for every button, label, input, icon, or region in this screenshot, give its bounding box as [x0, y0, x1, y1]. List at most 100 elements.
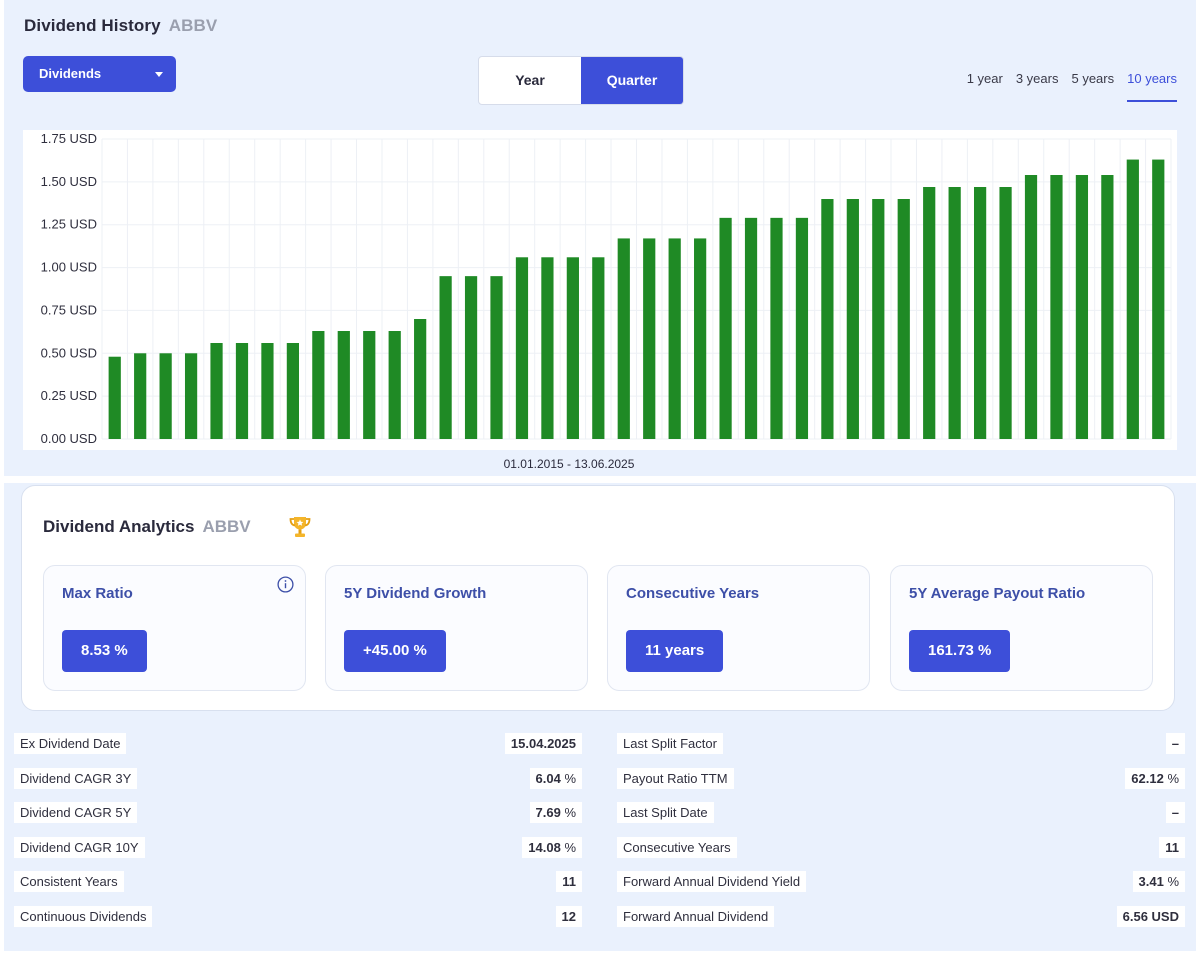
dropdown-label: Dividends: [39, 66, 102, 81]
range-3-years[interactable]: 3 years: [1015, 71, 1059, 86]
range-1-year[interactable]: 1 year: [966, 71, 1003, 86]
metric-card-5y-dividend-growth: 5Y Dividend Growth +45.00 %: [325, 565, 588, 691]
dividend-bar[interactable]: [719, 217, 732, 439]
dividend-bar[interactable]: [744, 217, 758, 439]
dividend-analytics-panel: Dividend Analytics ABBV Max Ratio 8.53 % …: [4, 483, 1196, 951]
dividend-bar[interactable]: [643, 238, 656, 439]
dividend-chart: 0.00 USD 0.25 USD 0.50 USD 0.75 USD 1.00 USD…: [23, 130, 1177, 450]
analytics-card: Dividend Analytics ABBV Max Ratio 8.53 % …: [21, 485, 1175, 711]
dividend-bar[interactable]: [1075, 175, 1089, 439]
stat-value: 15.04.2025: [504, 733, 582, 754]
stat-label: Consecutive Years: [617, 837, 737, 858]
metric-value: +45.00 %: [344, 630, 446, 672]
metric-value: 11 years: [626, 630, 724, 672]
dividend-bar[interactable]: [617, 238, 630, 439]
toggle-year[interactable]: Year: [515, 72, 545, 88]
dividend-bar[interactable]: [821, 199, 834, 439]
analytics-ticker: ABBV: [202, 517, 251, 536]
y-tick-label: 0.00 USD: [41, 431, 97, 446]
y-tick-label: 1.50 USD: [41, 174, 97, 189]
stat-value: 6.04 %: [529, 768, 582, 789]
stat-value: –: [1165, 802, 1185, 823]
dividend-bar[interactable]: [541, 257, 554, 439]
dividend-history-panel: Dividend History ABBV Dividends Year Quar…: [4, 0, 1196, 476]
dividend-bar[interactable]: [795, 217, 809, 439]
dividend-bar[interactable]: [363, 331, 376, 439]
stat-value: 7.69 %: [529, 802, 582, 823]
metric-label: Consecutive Years: [626, 585, 760, 602]
dividend-bar[interactable]: [515, 257, 529, 439]
stat-value: 6.56 USD: [1116, 906, 1185, 927]
stat-row: Dividend CAGR 5Y 7.69 %: [14, 802, 582, 824]
y-tick-label: 1.75 USD: [41, 131, 97, 146]
stat-label: Ex Dividend Date: [14, 733, 127, 754]
dividend-bar[interactable]: [846, 199, 859, 439]
analytics-title-text: Dividend Analytics: [43, 517, 195, 536]
dividend-bar[interactable]: [897, 199, 910, 439]
dividend-bar[interactable]: [694, 238, 707, 439]
stat-value: 11: [1159, 837, 1185, 858]
history-ticker: ABBV: [168, 16, 218, 35]
dividend-bar[interactable]: [108, 356, 121, 439]
dividend-bar[interactable]: [210, 343, 223, 439]
y-tick-label: 0.25 USD: [41, 388, 97, 403]
dividend-bar[interactable]: [286, 343, 300, 439]
dividend-bar[interactable]: [312, 331, 325, 439]
stat-value: 62.12 %: [1125, 768, 1185, 789]
history-title: Dividend History: [24, 16, 161, 35]
dividend-bar[interactable]: [159, 353, 172, 439]
stat-row: Forward Annual Dividend 6.56 USD: [617, 906, 1185, 928]
y-tick-label: 0.75 USD: [41, 302, 97, 317]
dividend-bar[interactable]: [1152, 159, 1165, 440]
stat-row: Continuous Dividends 12: [14, 906, 582, 928]
metric-value: 161.73 %: [909, 630, 1011, 672]
stat-value: 3.41 %: [1132, 871, 1185, 892]
toggle-quarter[interactable]: Quarter: [581, 57, 683, 104]
dividend-bar[interactable]: [973, 187, 987, 439]
dividend-bar[interactable]: [490, 276, 503, 439]
stat-row: Consecutive Years 11: [617, 837, 1185, 859]
range-5-years[interactable]: 5 years: [1071, 71, 1115, 86]
dividend-bar[interactable]: [566, 257, 579, 439]
stat-row: Consistent Years 11: [14, 871, 582, 893]
metric-card-consecutive-years: Consecutive Years 11 years: [607, 565, 870, 691]
dividend-bar[interactable]: [261, 343, 274, 439]
stat-row: Last Split Factor –: [617, 733, 1185, 755]
dividend-bar[interactable]: [464, 276, 478, 439]
dividend-bar[interactable]: [388, 331, 401, 439]
stat-row: Last Split Date –: [617, 802, 1185, 824]
dividend-bar[interactable]: [1024, 175, 1038, 439]
range-10-years[interactable]: 10 years: [1127, 71, 1177, 102]
stat-row: Forward Annual Dividend Yield 3.41 %: [617, 871, 1185, 893]
metric-dropdown[interactable]: Dividends: [23, 56, 176, 92]
metric-value: 8.53 %: [62, 630, 147, 672]
dividend-bar[interactable]: [184, 353, 198, 439]
dividend-bar[interactable]: [134, 353, 147, 439]
dividend-bar[interactable]: [1050, 175, 1063, 439]
stat-value: 14.08 %: [522, 837, 582, 858]
y-tick-label: 0.50 USD: [41, 345, 97, 360]
dividend-bar[interactable]: [1126, 159, 1139, 440]
stat-label: Forward Annual Dividend: [617, 906, 775, 927]
dividend-bar[interactable]: [439, 276, 452, 439]
range-selector: 1 year 3 years 5 years 10 years: [967, 71, 1177, 102]
dividend-bar[interactable]: [999, 187, 1012, 439]
stat-value: 12: [555, 906, 582, 927]
chart-date-range: 01.01.2015 - 13.06.2025: [503, 457, 635, 471]
dividend-bar[interactable]: [668, 238, 681, 439]
dividend-bar[interactable]: [1101, 175, 1114, 439]
stat-row: Payout Ratio TTM 62.12 %: [617, 768, 1185, 790]
dividend-bar[interactable]: [872, 199, 885, 439]
dividend-bar[interactable]: [923, 187, 936, 439]
info-icon[interactable]: [277, 576, 294, 593]
dividend-bar[interactable]: [414, 319, 427, 439]
dividend-bar[interactable]: [592, 257, 605, 439]
caret-down-icon: [155, 72, 163, 77]
dividend-bar[interactable]: [337, 331, 350, 439]
dividend-bar[interactable]: [948, 187, 961, 439]
metric-card-5y-average-payout-ratio: 5Y Average Payout Ratio 161.73 %: [890, 565, 1153, 691]
dividend-bar[interactable]: [770, 217, 783, 439]
metric-label: 5Y Dividend Growth: [344, 585, 487, 602]
dividend-bar[interactable]: [235, 343, 249, 439]
stat-value: –: [1165, 733, 1185, 754]
